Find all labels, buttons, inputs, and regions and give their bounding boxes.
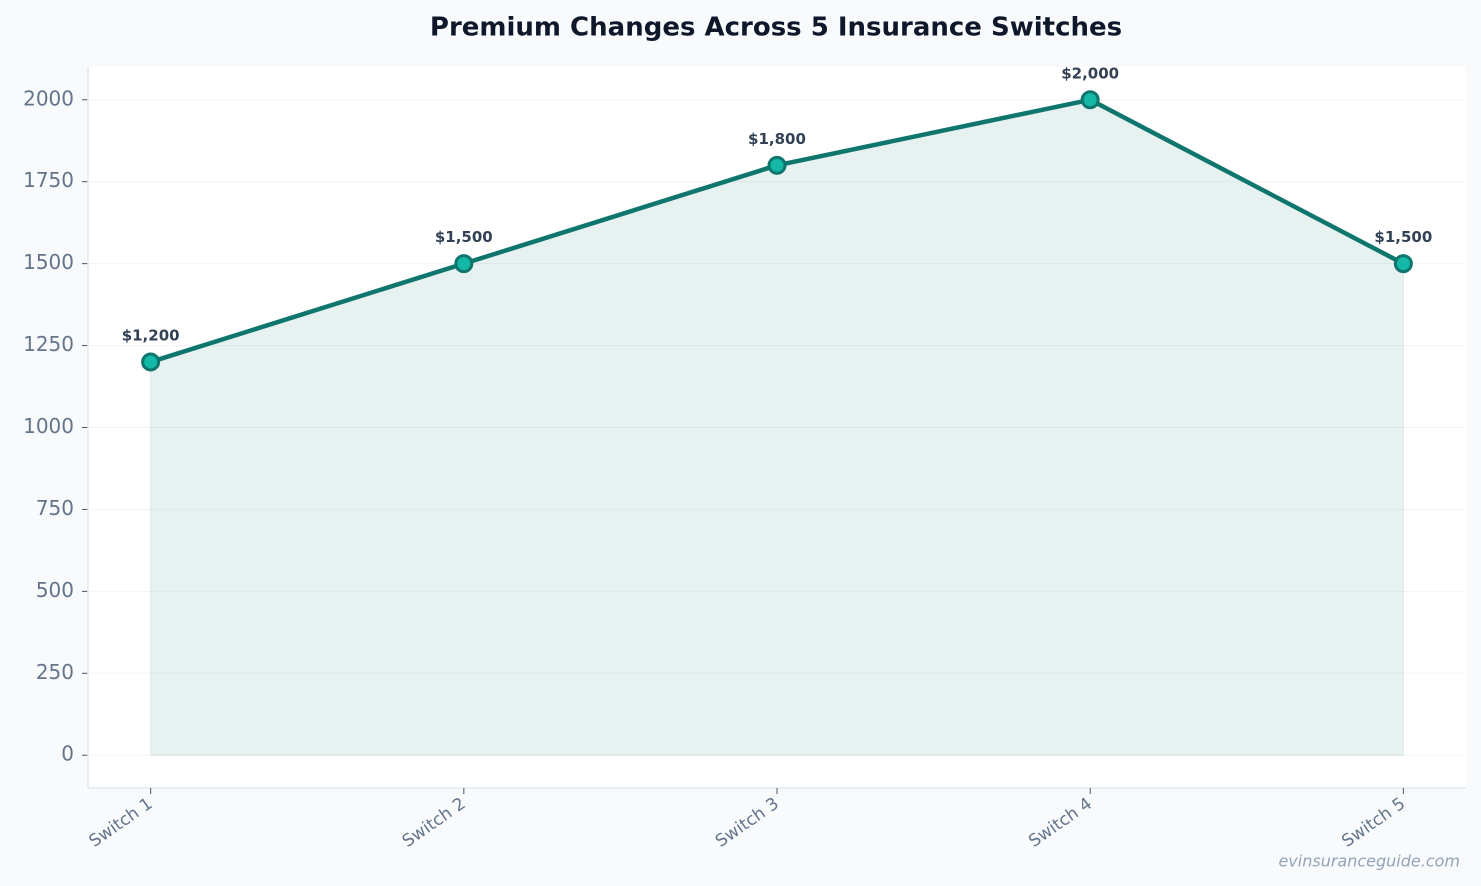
x-tick-label: Switch 3	[712, 794, 783, 852]
x-tick-label: Switch 5	[1338, 794, 1409, 852]
x-tick-label: Switch 2	[399, 794, 470, 852]
marker	[767, 155, 787, 175]
marker	[1080, 90, 1100, 110]
value-label: $1,200	[122, 326, 180, 344]
y-tick-label: 250	[36, 660, 74, 684]
marker	[1393, 254, 1413, 274]
chart-title: Premium Changes Across 5 Insurance Switc…	[430, 13, 1122, 43]
value-label: $1,800	[748, 130, 806, 148]
marker	[454, 254, 474, 274]
y-tick-label: 1500	[23, 250, 74, 274]
value-label: $2,000	[1061, 64, 1119, 82]
y-tick-label: 1250	[23, 332, 74, 356]
watermark: evinsuranceguide.com	[1278, 852, 1460, 871]
value-label: $1,500	[1374, 228, 1432, 246]
x-tick-label: Switch 1	[86, 794, 157, 852]
y-tick-label: 1750	[23, 168, 74, 192]
y-tick-label: 2000	[23, 86, 74, 110]
value-label: $1,500	[435, 228, 493, 246]
x-tick-label: Switch 4	[1025, 794, 1096, 852]
y-tick-label: 750	[36, 496, 74, 520]
y-tick-label: 0	[61, 742, 74, 766]
marker	[141, 352, 161, 372]
y-tick-label: 1000	[23, 414, 74, 438]
y-tick-label: 500	[36, 578, 74, 602]
